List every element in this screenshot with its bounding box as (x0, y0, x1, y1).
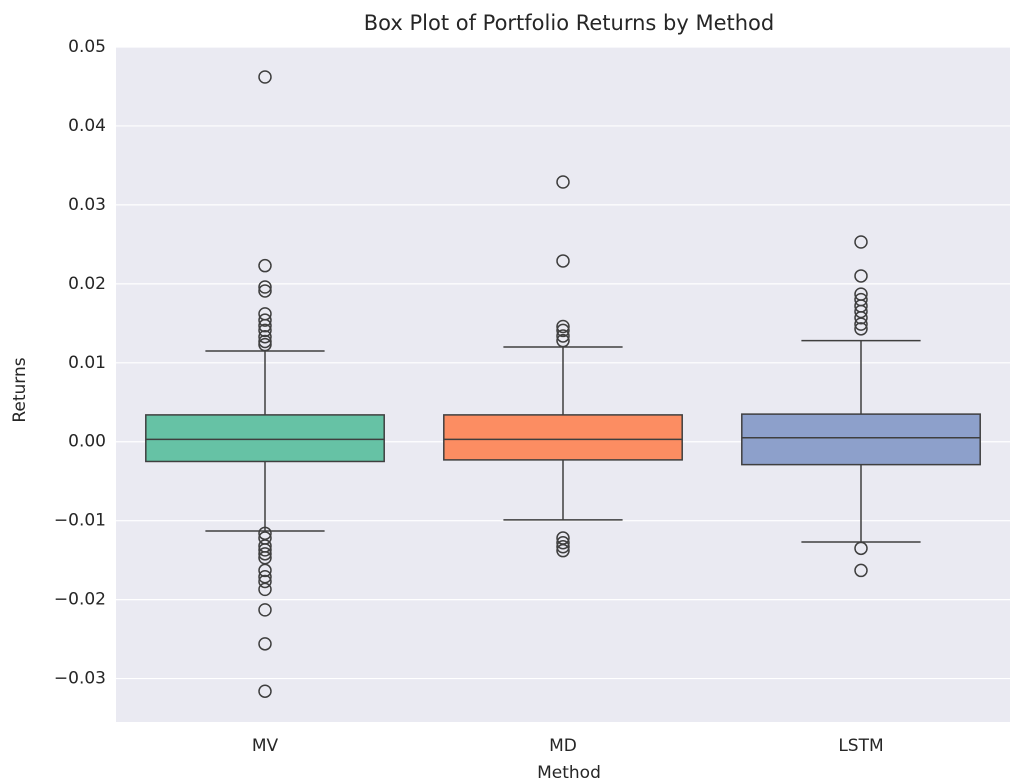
outlier (258, 323, 272, 338)
outlier (258, 603, 272, 617)
outlier (258, 547, 272, 561)
outlier (556, 319, 570, 334)
y-tick-label: 0.02 (68, 274, 106, 294)
y-tick-label: 0.05 (68, 37, 106, 57)
outlier (258, 563, 272, 578)
outlier (258, 318, 272, 333)
outlier (854, 311, 868, 325)
outlier (556, 536, 570, 550)
outlier (258, 258, 272, 273)
chart-title: Box Plot of Portfolio Returns by Method (364, 11, 774, 35)
outlier (258, 582, 272, 597)
y-tick-label: −0.02 (54, 590, 106, 610)
outlier (854, 322, 868, 336)
box (443, 414, 683, 461)
outlier (258, 543, 272, 557)
outlier (556, 539, 570, 554)
y-tick-label: 0.00 (68, 432, 106, 452)
box (145, 414, 385, 463)
outlier (258, 684, 272, 698)
x-axis-label: Method (537, 763, 601, 783)
box (741, 413, 981, 466)
y-axis-label: Returns (10, 357, 30, 422)
outlier (854, 317, 868, 331)
outlier (258, 574, 272, 589)
y-tick-label: 0.01 (68, 353, 106, 373)
outlier (556, 254, 570, 268)
outlier (556, 175, 570, 189)
outlier (258, 334, 272, 349)
y-tick-label: 0.03 (68, 195, 106, 215)
outlier (854, 235, 868, 249)
outlier (556, 329, 570, 343)
outlier (258, 313, 272, 327)
outlier (258, 284, 272, 298)
y-tick-label: 0.04 (68, 116, 106, 136)
outlier (556, 323, 570, 338)
y-tick-label: −0.03 (54, 669, 106, 689)
outlier (258, 637, 272, 651)
x-tick-label: MV (252, 736, 279, 756)
outlier (854, 563, 868, 578)
outlier (258, 337, 272, 352)
outlier (556, 333, 570, 348)
x-tick-label: LSTM (838, 736, 883, 756)
outlier (854, 269, 868, 283)
y-tick-label: −0.01 (54, 511, 106, 531)
outlier (556, 543, 570, 558)
outlier (258, 329, 272, 344)
x-tick-label: MD (549, 736, 577, 756)
outlier (258, 70, 272, 84)
outlier (258, 280, 272, 294)
outlier (854, 541, 868, 556)
